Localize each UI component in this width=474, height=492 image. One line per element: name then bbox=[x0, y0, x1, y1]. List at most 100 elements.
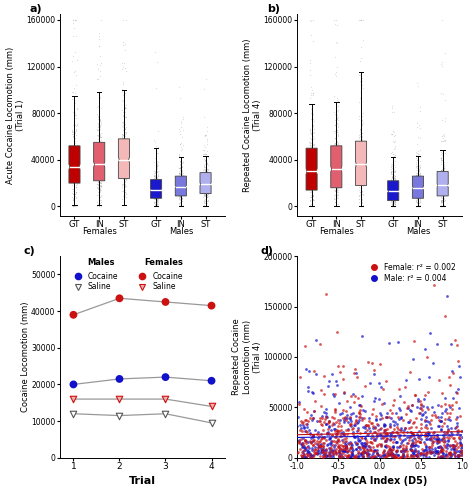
Point bbox=[120, 117, 128, 125]
Point bbox=[309, 121, 316, 129]
Point bbox=[440, 181, 447, 188]
Point bbox=[413, 183, 421, 190]
Point bbox=[408, 442, 416, 450]
Point bbox=[438, 191, 446, 199]
Point bbox=[407, 416, 414, 424]
Point bbox=[201, 167, 209, 175]
Point bbox=[414, 200, 421, 208]
Point bbox=[69, 152, 76, 160]
Point bbox=[390, 188, 397, 196]
Point bbox=[335, 113, 342, 121]
Point bbox=[308, 139, 316, 147]
Point bbox=[370, 436, 377, 444]
Point bbox=[179, 179, 186, 187]
Point bbox=[119, 136, 127, 144]
Point bbox=[416, 409, 423, 417]
Point bbox=[95, 35, 103, 43]
Point bbox=[121, 135, 129, 143]
Point bbox=[153, 160, 161, 168]
Point bbox=[364, 358, 372, 366]
Point bbox=[314, 440, 322, 448]
Point bbox=[175, 182, 182, 189]
Point bbox=[333, 381, 340, 389]
X-axis label: PavCA Index (D5): PavCA Index (D5) bbox=[332, 476, 427, 487]
Point bbox=[202, 158, 210, 166]
Point bbox=[200, 188, 208, 196]
Point bbox=[332, 449, 339, 457]
Point bbox=[414, 176, 421, 184]
Point bbox=[400, 441, 407, 449]
Point bbox=[335, 435, 342, 443]
Point bbox=[454, 453, 462, 461]
Point bbox=[150, 194, 158, 202]
Point bbox=[332, 187, 339, 195]
Point bbox=[335, 451, 343, 459]
Point bbox=[428, 434, 436, 442]
Point bbox=[389, 184, 396, 192]
Point bbox=[416, 432, 423, 440]
Point bbox=[332, 450, 340, 458]
Point bbox=[345, 451, 352, 459]
Point bbox=[95, 148, 103, 155]
Point bbox=[122, 149, 130, 157]
Point bbox=[303, 449, 310, 457]
Point bbox=[313, 449, 321, 457]
Point bbox=[346, 453, 354, 461]
Point bbox=[119, 123, 127, 131]
Point bbox=[416, 103, 424, 111]
Point bbox=[416, 107, 424, 115]
Point bbox=[333, 426, 340, 433]
Polygon shape bbox=[306, 148, 317, 190]
Point bbox=[332, 202, 340, 210]
Point bbox=[415, 167, 422, 175]
Point bbox=[415, 171, 422, 179]
Point bbox=[94, 115, 102, 123]
Point bbox=[438, 174, 445, 182]
Point bbox=[201, 174, 209, 182]
Point bbox=[395, 385, 402, 393]
Point bbox=[391, 185, 398, 193]
Point bbox=[333, 128, 341, 136]
Point bbox=[177, 182, 184, 190]
Point bbox=[203, 181, 210, 189]
Point bbox=[335, 169, 342, 177]
Point bbox=[393, 420, 401, 428]
Point bbox=[363, 450, 371, 458]
Point bbox=[303, 408, 311, 416]
Point bbox=[154, 176, 161, 184]
Point bbox=[413, 176, 421, 184]
Point bbox=[332, 193, 340, 201]
Point bbox=[388, 164, 396, 172]
Point bbox=[121, 193, 128, 201]
Point bbox=[368, 359, 376, 367]
Point bbox=[73, 104, 81, 112]
Point bbox=[304, 447, 311, 455]
Point bbox=[70, 172, 77, 180]
Point bbox=[442, 405, 449, 413]
Point bbox=[414, 199, 421, 207]
Point bbox=[435, 448, 442, 456]
Point bbox=[434, 449, 441, 457]
Point bbox=[153, 161, 160, 169]
Point bbox=[319, 414, 326, 422]
Point bbox=[388, 160, 395, 168]
Point bbox=[425, 429, 432, 437]
Point bbox=[97, 136, 104, 144]
Point bbox=[70, 146, 78, 154]
Point bbox=[69, 172, 77, 180]
Point bbox=[388, 185, 396, 193]
Point bbox=[358, 54, 365, 62]
Point bbox=[179, 158, 187, 166]
Point bbox=[426, 434, 434, 442]
Point bbox=[383, 377, 390, 385]
Point bbox=[121, 132, 129, 140]
Point bbox=[388, 202, 395, 210]
Point bbox=[458, 433, 466, 441]
Point bbox=[201, 197, 208, 205]
Point bbox=[389, 438, 397, 446]
Point bbox=[437, 446, 444, 454]
Point bbox=[319, 439, 327, 447]
Point bbox=[332, 430, 339, 437]
Point bbox=[71, 158, 78, 166]
Point bbox=[358, 202, 365, 210]
